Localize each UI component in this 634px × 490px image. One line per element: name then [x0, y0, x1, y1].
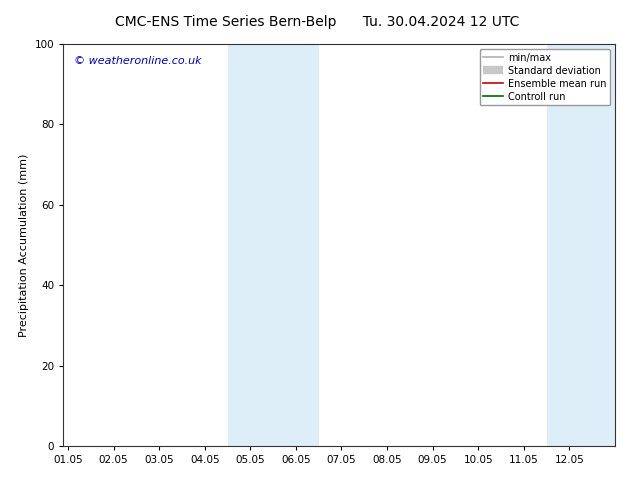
Legend: min/max, Standard deviation, Ensemble mean run, Controll run: min/max, Standard deviation, Ensemble me…	[479, 49, 610, 105]
Bar	[273, 44, 319, 446]
Bar	[592, 44, 634, 446]
Text: © weatheronline.co.uk: © weatheronline.co.uk	[74, 56, 202, 66]
Bar	[228, 44, 273, 446]
Text: CMC-ENS Time Series Bern-Belp      Tu. 30.04.2024 12 UTC: CMC-ENS Time Series Bern-Belp Tu. 30.04.…	[115, 15, 519, 29]
Bar	[547, 44, 592, 446]
Y-axis label: Precipitation Accumulation (mm): Precipitation Accumulation (mm)	[19, 153, 29, 337]
